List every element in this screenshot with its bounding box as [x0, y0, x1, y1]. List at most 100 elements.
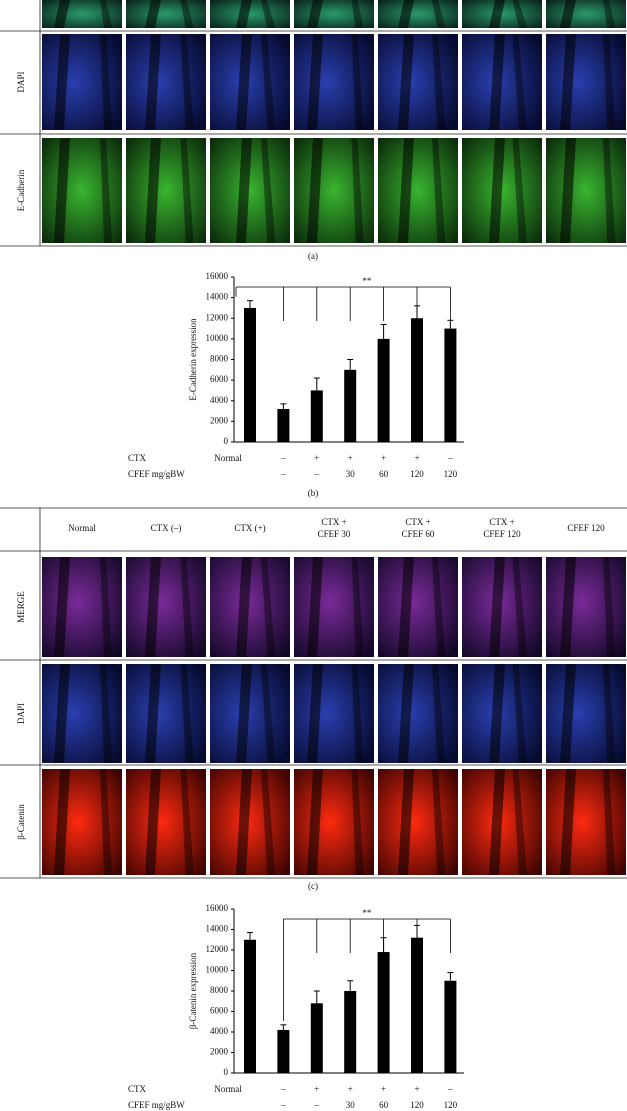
micrograph — [378, 0, 458, 28]
row-label: CFEF mg/gBW — [128, 1100, 185, 1110]
cfef-label: 60 — [379, 1100, 389, 1110]
micrograph-dark-band — [398, 769, 414, 875]
bar — [310, 1003, 323, 1073]
micrograph-dark-band — [261, 0, 276, 28]
y-tick-label: 4000 — [210, 395, 229, 405]
ctx-label: – — [447, 1084, 453, 1094]
y-tick-label: 8000 — [210, 985, 229, 995]
micrograph-dark-band — [261, 664, 276, 763]
micrograph — [546, 664, 626, 763]
bar — [377, 952, 390, 1073]
micrograph-dark-band — [145, 769, 161, 875]
micrograph-dark-band — [351, 664, 364, 763]
micrograph-dark-band — [560, 769, 576, 875]
micrograph-dark-band — [351, 138, 364, 243]
micrograph-dark-band — [180, 664, 194, 763]
column-label: CTX + CFEF 60 — [402, 517, 435, 539]
bar — [277, 409, 290, 442]
micrograph-dark-band — [180, 34, 194, 130]
micrograph-dark-band — [307, 664, 323, 763]
y-tick-label: 8000 — [210, 354, 229, 364]
micrograph-dark-band — [489, 34, 505, 130]
micrograph-dark-band — [489, 664, 505, 763]
row-label: E-Cadherin — [16, 169, 26, 211]
micrograph-dark-band — [180, 769, 194, 875]
ctx-label: Normal — [214, 453, 242, 463]
micrograph-dark-band — [560, 557, 576, 657]
micrograph-dark-band — [307, 0, 323, 28]
micrograph-dark-band — [236, 664, 252, 763]
micrograph-dark-band — [307, 769, 323, 875]
y-tick-label: 12000 — [206, 944, 229, 954]
y-tick-label: 4000 — [210, 1026, 229, 1036]
cfef-label: 120 — [410, 1100, 424, 1110]
micrograph-dark-band — [54, 664, 70, 763]
cfef-label: 120 — [410, 469, 424, 479]
micrograph — [294, 557, 374, 657]
y-tick-label: 10000 — [206, 965, 229, 975]
micrograph-dark-band — [489, 557, 505, 657]
ctx-label: – — [280, 1084, 286, 1094]
row-label: DAPI — [16, 703, 26, 724]
micrograph-dark-band — [100, 138, 112, 243]
micrograph-dark-band — [398, 0, 414, 28]
micrograph-dark-band — [603, 34, 616, 130]
micrograph-dark-band — [560, 664, 576, 763]
micrograph — [294, 138, 374, 243]
micrograph-dark-band — [261, 138, 276, 243]
y-tick-label: 0 — [224, 436, 229, 446]
micrograph — [546, 0, 626, 28]
ctx-label: + — [414, 1084, 419, 1094]
micrograph — [546, 769, 626, 875]
y-tick-label: 16000 — [206, 271, 229, 281]
micrograph-dark-band — [351, 34, 364, 130]
micrograph-dark-band — [236, 34, 252, 130]
micrograph-dark-band — [100, 664, 112, 763]
micrograph-dark-band — [54, 138, 70, 243]
micrograph — [378, 769, 458, 875]
micrograph-dark-band — [512, 557, 527, 657]
micrograph — [126, 0, 206, 28]
micrograph — [546, 34, 626, 130]
y-tick-label: 2000 — [210, 415, 229, 425]
ctx-label: Normal — [214, 1084, 242, 1094]
row-label: MERGE — [16, 591, 26, 623]
micrograph-dark-band — [512, 664, 527, 763]
micrograph-dark-band — [261, 557, 276, 657]
micrograph-dark-band — [432, 557, 446, 657]
micrograph — [294, 34, 374, 130]
y-axis-label: β-Catenin expression — [188, 952, 198, 1029]
micrograph-dark-band — [54, 34, 70, 130]
cfef-label: – — [280, 469, 286, 479]
row-label: CTX — [128, 453, 147, 463]
row-label: CFEF mg/gBW — [128, 469, 185, 479]
bar — [344, 369, 357, 442]
y-tick-label: 14000 — [206, 924, 229, 934]
bar — [411, 937, 423, 1073]
cfef-label: 30 — [346, 1100, 356, 1110]
micrograph-dark-band — [512, 769, 527, 875]
micrograph-dark-band — [145, 557, 161, 657]
panel-caption: (c) — [308, 881, 318, 891]
y-tick-label: 16000 — [206, 903, 229, 913]
ctx-label: – — [447, 453, 453, 463]
micrograph-dark-band — [560, 0, 576, 28]
micrograph-dark-band — [489, 138, 505, 243]
bar — [377, 338, 390, 442]
bar — [244, 307, 256, 442]
cfef-label: 120 — [444, 469, 458, 479]
ctx-label: – — [280, 453, 286, 463]
micrograph — [546, 138, 626, 243]
micrograph-dark-band — [236, 0, 252, 28]
bar — [411, 318, 423, 442]
column-label: CTX (+) — [234, 523, 265, 533]
cfef-label: 30 — [346, 469, 356, 479]
micrograph-dark-band — [398, 557, 414, 657]
micrograph-dark-band — [603, 769, 616, 875]
micrograph-dark-band — [432, 138, 446, 243]
micrograph-dark-band — [351, 769, 364, 875]
bar — [244, 939, 256, 1073]
row-label: CTX — [128, 1084, 147, 1094]
